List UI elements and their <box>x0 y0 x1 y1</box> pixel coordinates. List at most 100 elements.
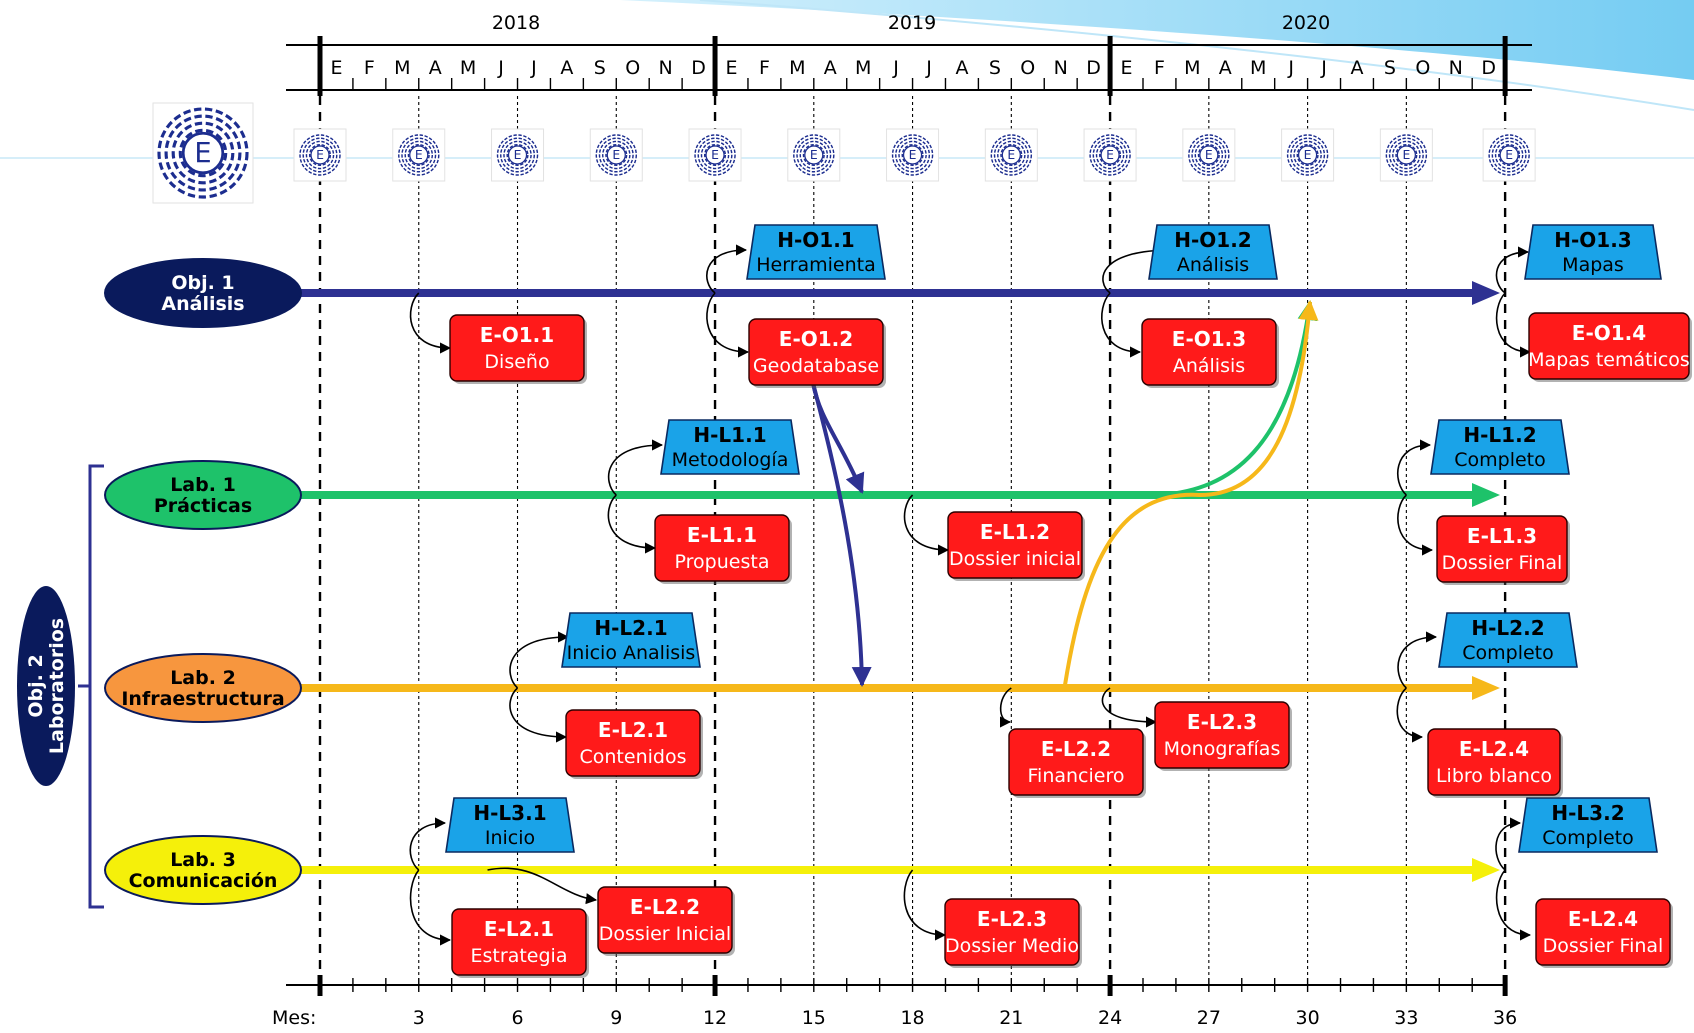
hito-code: H-L2.2 <box>1471 616 1544 640</box>
month-label: A <box>824 57 837 79</box>
month-label: M <box>1250 57 1266 79</box>
connector-arrow <box>903 869 947 941</box>
connector-arrow <box>409 292 452 354</box>
milestone-logo-icon: E <box>1281 128 1335 182</box>
month-label: M <box>1184 57 1200 79</box>
milestone-logo-icon: E <box>392 128 446 182</box>
entregable-label: Dossier Inicial <box>599 923 731 945</box>
lane-subtitle: Comunicación <box>129 870 278 892</box>
milestone-logo-icon: E <box>1482 128 1536 182</box>
entregable-code: E-L2.4 <box>1459 737 1529 761</box>
entregable-code: E-O1.3 <box>1172 327 1246 351</box>
milestone-logo-icon: E <box>984 128 1038 182</box>
year-label: 2018 <box>492 12 540 34</box>
entregable-e-l2.4: E-L2.4 Dossier Final <box>1535 898 1673 968</box>
logo-letter: E <box>194 138 211 169</box>
lane-subtitle: Análisis <box>161 293 244 315</box>
entregable-label: Monografías <box>1164 738 1281 760</box>
milestone-logo-icon: E <box>1182 128 1236 182</box>
hito-code: H-L1.2 <box>1463 423 1536 447</box>
hito-label: Inicio Analisis <box>567 642 696 664</box>
entregable-label: Dossier inicial <box>949 548 1081 570</box>
entregable-label: Dossier Medio <box>945 935 1079 957</box>
month-number-label: 15 <box>802 1007 826 1029</box>
month-label: E <box>330 57 342 79</box>
link-lab2-to-obj1 <box>1063 300 1319 686</box>
logo-letter: E <box>612 147 620 162</box>
entregable-code: E-L1.2 <box>980 520 1050 544</box>
hito-label: Análisis <box>1177 254 1249 276</box>
connector-arrow <box>1495 246 1530 294</box>
entregable-e-l2.2: E-L2.2 Dossier Inicial <box>597 886 735 956</box>
month-number-label: 24 <box>1098 1007 1122 1029</box>
milestone-logo-icon: E <box>293 128 347 182</box>
connector-arrow <box>1396 687 1424 743</box>
logo-letter: E <box>1304 147 1312 162</box>
entregable-code: E-L2.1 <box>598 718 668 742</box>
month-label: M <box>394 57 410 79</box>
month-label: M <box>789 57 805 79</box>
mes-label: Mes: <box>272 1007 316 1029</box>
month-label: A <box>955 57 968 79</box>
entregable-e-l2.1: E-L2.1 Estrategia <box>451 908 589 978</box>
lane-subtitle: Infraestructura <box>121 688 284 710</box>
month-label: O <box>1020 57 1035 79</box>
logo-letter: E <box>909 147 917 162</box>
milestone-logo-icon: E <box>787 128 841 182</box>
hito-label: Completo <box>1462 642 1554 664</box>
link-lab1-to-obj1 <box>1159 300 1318 497</box>
month-label: A <box>1219 57 1232 79</box>
month-label: O <box>1415 57 1430 79</box>
entregable-code: E-O1.4 <box>1572 321 1646 345</box>
connector-arrow <box>1101 292 1142 358</box>
entregable-label: Geodatabase <box>753 355 879 377</box>
lane-arrows <box>292 281 1500 882</box>
month-number-label: 3 <box>413 1007 425 1029</box>
hito-code: H-L3.2 <box>1551 801 1624 825</box>
month-label: A <box>560 57 573 79</box>
entregable-label: Financiero <box>1028 765 1125 787</box>
month-number-label: 18 <box>900 1007 924 1029</box>
connector-arrow <box>1102 244 1174 294</box>
hito-code: H-O1.2 <box>1174 228 1251 252</box>
main-logo-icon: E <box>152 102 254 204</box>
entregable-e-l1.1: E-L1.1 Propuesta <box>654 514 792 584</box>
connector-arrow <box>1495 869 1532 941</box>
month-label: S <box>989 57 1001 79</box>
entregable-e-l2.2: E-L2.2 Financiero <box>1008 728 1146 798</box>
hito-label: Metodología <box>672 449 789 471</box>
connector-arrow <box>1397 631 1438 689</box>
entregable-label: Contenidos <box>580 746 687 768</box>
hito-code: H-O1.3 <box>1554 228 1631 252</box>
entregable-label: Análisis <box>1173 355 1245 377</box>
month-label: F <box>759 57 770 79</box>
entregable-e-l2.3: E-L2.3 Dossier Medio <box>944 898 1082 968</box>
connector-arrow <box>509 631 570 689</box>
connector-arrow <box>607 439 664 496</box>
month-label: F <box>364 57 375 79</box>
group-subtitle: Laboratorios <box>46 618 68 754</box>
entregable-code: E-O1.2 <box>779 327 853 351</box>
logo-letter: E <box>1106 147 1114 162</box>
month-label: D <box>691 57 706 79</box>
group-obj2: Obj. 2 Laboratorios <box>17 464 104 909</box>
entregable-code: E-O1.1 <box>480 323 554 347</box>
milestone-logo-icon: E <box>886 128 940 182</box>
entregable-e-l2.4: E-L2.4 Libro blanco <box>1427 728 1563 798</box>
month-number-label: 33 <box>1394 1007 1418 1029</box>
connector-arrow <box>509 687 568 743</box>
month-label: S <box>594 57 606 79</box>
entregable-label: Dossier Final <box>1543 935 1664 957</box>
entregable-e-l1.3: E-L1.3 Dossier Final <box>1436 515 1570 585</box>
entregable-label: Mapas temáticos <box>1528 349 1690 371</box>
